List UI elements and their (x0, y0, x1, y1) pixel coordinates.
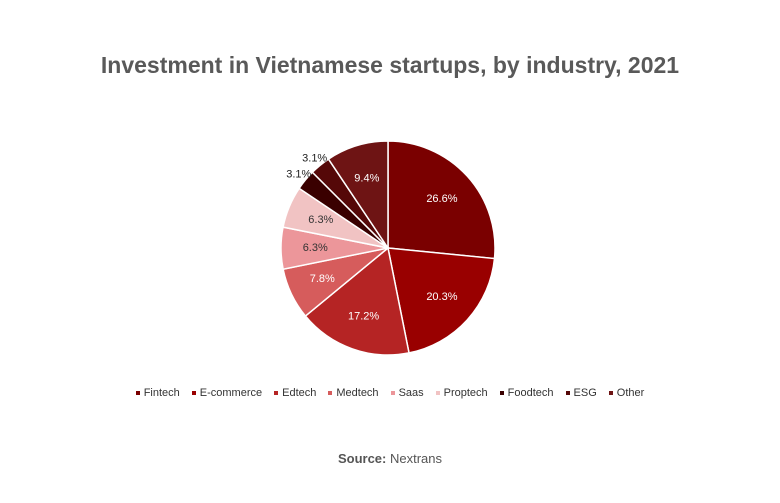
legend-swatch (390, 391, 395, 395)
legend-swatch (608, 391, 613, 395)
data-label: 26.6% (426, 193, 457, 205)
legend-label: Fintech (143, 387, 180, 399)
legend-label: ESG (573, 387, 597, 399)
pie-slice (387, 140, 496, 260)
legend-item: Other (608, 387, 645, 399)
legend-item: Saas (390, 387, 424, 399)
source: Source: Nextrans (0, 451, 780, 466)
data-label: 9.4% (354, 172, 379, 184)
legend-item: ESG (565, 387, 597, 399)
data-label: 3.1% (286, 168, 311, 180)
legend-swatch (499, 391, 504, 395)
data-label: 17.2% (348, 310, 379, 322)
legend-item: Foodtech (499, 387, 554, 399)
data-label: 20.3% (426, 291, 457, 303)
data-label: 6.3% (308, 214, 333, 226)
legend-label: Medtech (336, 387, 379, 399)
legend-label: Foodtech (507, 387, 554, 399)
legend-swatch (328, 391, 333, 395)
legend-swatch (135, 391, 140, 395)
legend-item: Fintech (135, 387, 180, 399)
chart-title: Investment in Vietnamese startups, by in… (100, 52, 680, 78)
pie-slice (387, 247, 496, 354)
legend-label: E-commerce (199, 387, 263, 399)
data-label: 6.3% (303, 242, 328, 254)
legend-item: Medtech (328, 387, 379, 399)
legend-item: Proptech (435, 387, 488, 399)
pie-slice (304, 246, 410, 356)
source-label: Source: (337, 451, 387, 466)
data-label: 7.8% (310, 273, 335, 285)
legend-label: Other (616, 387, 645, 399)
legend-swatch (565, 391, 570, 395)
legend-label: Proptech (443, 387, 488, 399)
pie-slice (327, 140, 389, 251)
legend-label: Saas (398, 387, 424, 399)
legend-item: Edtech (274, 387, 316, 399)
legend: Fintech E-commerce Edtech Medtech Saas Propte… (0, 387, 780, 399)
legend-item: E-commerce (191, 387, 263, 399)
legend-swatch (274, 391, 279, 395)
legend-swatch (191, 391, 196, 395)
legend-swatch (435, 391, 440, 395)
data-label: 3.1% (302, 153, 327, 165)
source-text: Nextrans (390, 451, 443, 466)
legend-label: Edtech (282, 387, 317, 399)
